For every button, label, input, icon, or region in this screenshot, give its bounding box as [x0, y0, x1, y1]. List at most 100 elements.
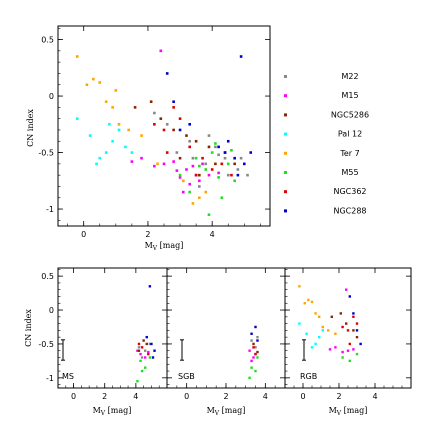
data-point [85, 83, 89, 87]
y-tick-label: 0.5 [41, 36, 54, 45]
data-point [339, 312, 342, 315]
data-point [345, 288, 348, 291]
data-point [178, 176, 182, 179]
data-point [310, 300, 314, 304]
legend-marker [284, 209, 287, 213]
data-point [250, 339, 253, 342]
data-point [136, 380, 139, 383]
data-point [230, 173, 233, 177]
data-point [140, 134, 143, 137]
data-point [318, 315, 321, 319]
data-point [341, 350, 344, 354]
data-point [314, 312, 317, 315]
data-point [334, 332, 337, 335]
legend-label: NGC5286 [331, 110, 369, 119]
data-point [165, 72, 169, 75]
panel-tag-sgb: SGB [178, 372, 195, 381]
data-point [162, 162, 166, 166]
data-point [92, 77, 95, 81]
y-tick-label: -1 [46, 205, 54, 214]
plot-frame [166, 267, 286, 389]
data-point [246, 173, 249, 177]
data-point [223, 156, 227, 160]
data-point [124, 145, 127, 149]
x-axis-label: MV [mag] [93, 406, 132, 417]
data-point [137, 346, 141, 349]
panel-all-stars: 0 2 4 0.5 0 -0.5 -1 CN index MV [mag] [26, 25, 271, 252]
panel-sgb: 0 2 4 SGB MV [mag] [166, 267, 286, 417]
legend-label: M55 [341, 168, 358, 177]
data-point [114, 89, 118, 92]
data-point [148, 356, 152, 359]
x-tick-label: 2 [223, 392, 228, 401]
data-point [178, 173, 182, 177]
data-point [217, 153, 220, 157]
data-point [117, 128, 121, 132]
data-point [201, 156, 204, 160]
data-point [321, 325, 324, 329]
y-tick-label: -1 [46, 374, 54, 383]
data-point [226, 139, 230, 143]
data-point [198, 164, 201, 168]
data-point [348, 359, 351, 363]
data-point [220, 196, 224, 200]
x-tick-label: 0 [300, 392, 305, 401]
data-point [210, 151, 214, 154]
data-point [172, 160, 175, 163]
data-point [355, 329, 359, 332]
data-point [151, 356, 155, 359]
data-point [162, 128, 166, 132]
data-point [140, 356, 144, 359]
data-point [185, 134, 188, 137]
data-point [348, 295, 351, 298]
x-tick-label: 4 [210, 230, 215, 239]
data-point [142, 339, 145, 342]
data-point [352, 329, 355, 332]
data-point [207, 145, 211, 149]
data-point [136, 349, 139, 352]
data-point [130, 160, 134, 163]
data-point [75, 117, 79, 120]
data-point [140, 369, 144, 373]
legend-label: NGC362 [333, 187, 366, 196]
legend-marker [284, 171, 287, 174]
data-point [188, 190, 191, 194]
data-point [104, 151, 108, 154]
data-point [254, 352, 257, 356]
data-point [75, 55, 79, 58]
y-tick-label: 0.5 [41, 272, 54, 281]
data-point [230, 148, 233, 152]
data-point [204, 162, 208, 166]
data-point [217, 145, 220, 149]
data-point [207, 173, 211, 177]
data-point [165, 123, 169, 126]
data-point [252, 356, 255, 359]
data-point [345, 322, 348, 325]
x-tick-label: 4 [263, 392, 268, 401]
data-point [243, 162, 246, 166]
data-point [236, 168, 240, 171]
data-point [252, 342, 255, 346]
x-axis-label: MV [mag] [207, 406, 246, 417]
data-point [127, 128, 130, 132]
data-point [178, 117, 182, 120]
legend-marker [284, 113, 287, 117]
data-point [250, 366, 253, 369]
data-point [144, 356, 147, 359]
data-point [188, 182, 191, 186]
data-point [207, 134, 211, 137]
data-point [153, 123, 156, 126]
data-point [194, 173, 198, 177]
data-point [153, 349, 156, 352]
data-point [254, 325, 257, 329]
data-point [352, 312, 355, 315]
data-point [165, 151, 169, 154]
data-point [172, 128, 175, 132]
data-point [145, 342, 148, 346]
data-point [148, 285, 152, 288]
data-point [355, 322, 359, 325]
data-point [310, 346, 314, 349]
data-point [198, 196, 201, 200]
data-point [117, 123, 121, 126]
data-point [144, 349, 147, 352]
